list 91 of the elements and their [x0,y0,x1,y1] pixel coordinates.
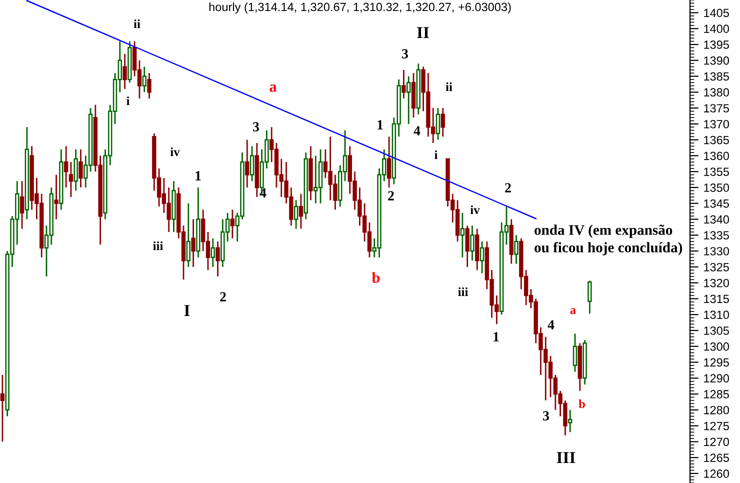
y-tick-label: 1295 [704,358,729,367]
y-tick-label: 1405 [704,8,729,18]
annotation: a [570,308,576,314]
y-tick-label: 1265 [704,454,729,462]
candlestick [210,238,215,268]
y-tick-label: 1375 [704,104,729,112]
annotation: iii [458,287,468,296]
y-tick-label: 1325 [704,262,729,272]
y-tick-label: 1315 [704,294,729,304]
candlestick [406,76,411,125]
y-tick-label: 1285 [704,390,729,398]
y-tick-label: 1395 [704,40,729,49]
annotation: iii [153,241,164,250]
y-tick-label: 1310 [704,310,729,319]
annotation: II [417,27,429,38]
y-tick-label: 1345 [704,199,729,208]
candlestick [572,332,578,372]
candlestick [480,240,484,274]
y-tick-label: 1260 [704,470,729,478]
annotation: onda IV (em expansão ou ficou hoje concluída) [534,224,682,256]
y-tick-label: 1300 [704,342,729,351]
y-tick-label: 1370 [704,120,729,128]
candlestick [514,234,518,264]
candlestick [470,224,474,262]
y-tick-label: 1365 [704,136,729,144]
annotation: III [556,452,576,464]
annotation: 4 [414,126,420,136]
annotation: 1 [196,171,201,180]
candlestick [250,145,254,182]
candlestick [588,280,592,314]
candlestick [460,212,465,258]
annotation: iv [470,205,480,214]
annotation: 2 [220,292,226,302]
candlestick [142,66,146,93]
candlestick [386,136,392,188]
annotation: ii [446,82,452,92]
candlestick [216,240,220,278]
y-tick-label: 1275 [704,422,729,430]
candlestick [64,145,68,188]
annotation: i [434,150,438,160]
candlestick [74,148,78,192]
annotation: 3 [253,122,259,132]
annotation: 1 [494,332,499,342]
candlestick [436,107,440,141]
y-tick-label: 1355 [704,168,729,176]
y-tick-label: 1340 [704,215,729,224]
annotation: I [184,305,190,316]
annotation: 3 [543,411,549,420]
candlestick [465,224,470,268]
y-tick-label: 1400 [704,24,729,33]
annotation: b [372,272,380,283]
annotation: iv [170,147,180,156]
candlestick [122,53,127,90]
annotation: i [126,96,130,106]
annotation: 1 [378,120,383,130]
annotation: ii [134,19,140,28]
candlestick [0,374,5,442]
annotation: 2 [505,183,511,192]
candlestick [440,107,445,138]
candlestick [402,69,406,100]
annotation: b [578,399,585,408]
candlestick [147,72,152,100]
annotation: 2 [388,191,394,200]
candlestick [298,193,304,230]
y-tick-label: 1335 [704,231,729,240]
y-tick-label: 1350 [704,184,729,192]
y-tick-label: 1360 [704,152,729,160]
annotation: 3 [402,49,408,58]
y-tick-label: 1320 [704,278,729,288]
candlestick [20,180,24,230]
y-tick-label: 1330 [704,247,729,256]
candlestick [78,148,83,188]
chart-title: hourly (1,314.14, 1,320.67, 1,310.32, 1,320.27, +6.03003) [209,2,511,14]
y-tick-label: 1380 [704,88,729,97]
annotation: 4 [548,320,554,330]
candlestick [54,174,58,220]
annotation: 4 [260,188,266,198]
candlestick [568,409,572,433]
candlestick [186,202,190,268]
y-tick-label: 1390 [704,56,729,65]
candlestick [230,209,235,240]
candlestick [191,218,196,268]
y-tick-label: 1270 [704,438,729,446]
candlestick [294,199,298,230]
candlestick [68,161,74,198]
candlestick [245,139,250,188]
y-tick-label: 1305 [704,326,729,335]
y-tick-label: 1385 [704,72,729,81]
y-tick-label: 1290 [704,374,729,383]
annotation: a [270,84,277,92]
y-tick-label: 1280 [704,406,729,414]
